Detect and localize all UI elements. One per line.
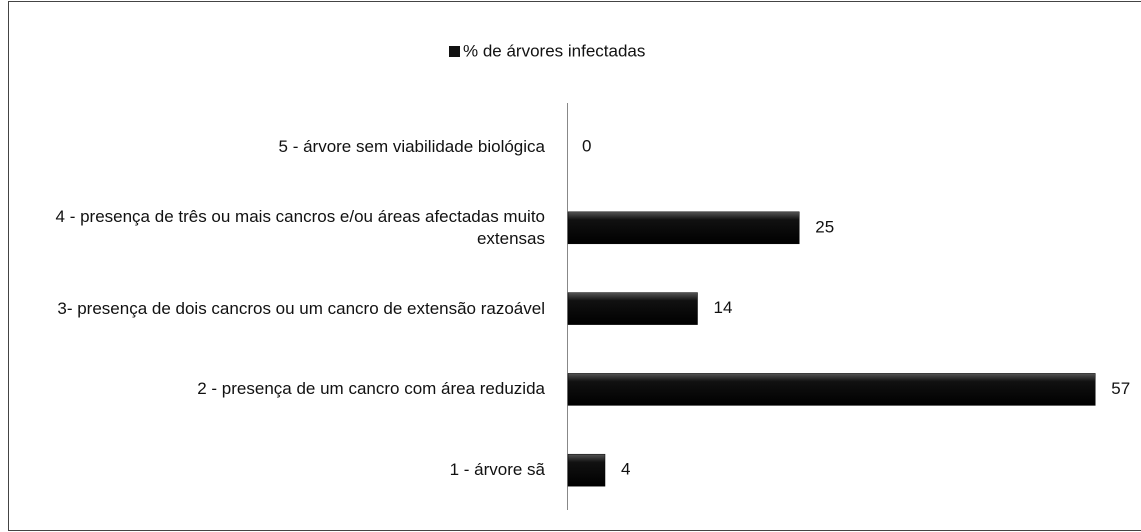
bar: [567, 211, 800, 245]
bar: [567, 453, 606, 487]
category-label: 3- presença de dois cancros ou um cancro…: [57, 298, 545, 318]
value-label: 14: [714, 298, 733, 317]
category-label: 2 - presença de um cancro com área reduz…: [197, 379, 545, 399]
bar: [567, 292, 698, 325]
value-label: 25: [815, 217, 834, 236]
category-label: 1 - árvore sã: [449, 460, 545, 480]
value-label: 57: [1111, 379, 1130, 398]
value-label: 4: [621, 460, 630, 479]
bar: [567, 373, 1096, 406]
category-label: 5 - árvore sem viabilidade biológica: [278, 137, 545, 156]
category-label: 4 - presença de três ou mais cancros e/o…: [55, 206, 545, 248]
chart-frame: [8, 1, 1141, 531]
legend-label: % de árvores infectadas: [463, 41, 645, 60]
legend-swatch: [449, 46, 460, 57]
value-label: 0: [582, 136, 591, 155]
